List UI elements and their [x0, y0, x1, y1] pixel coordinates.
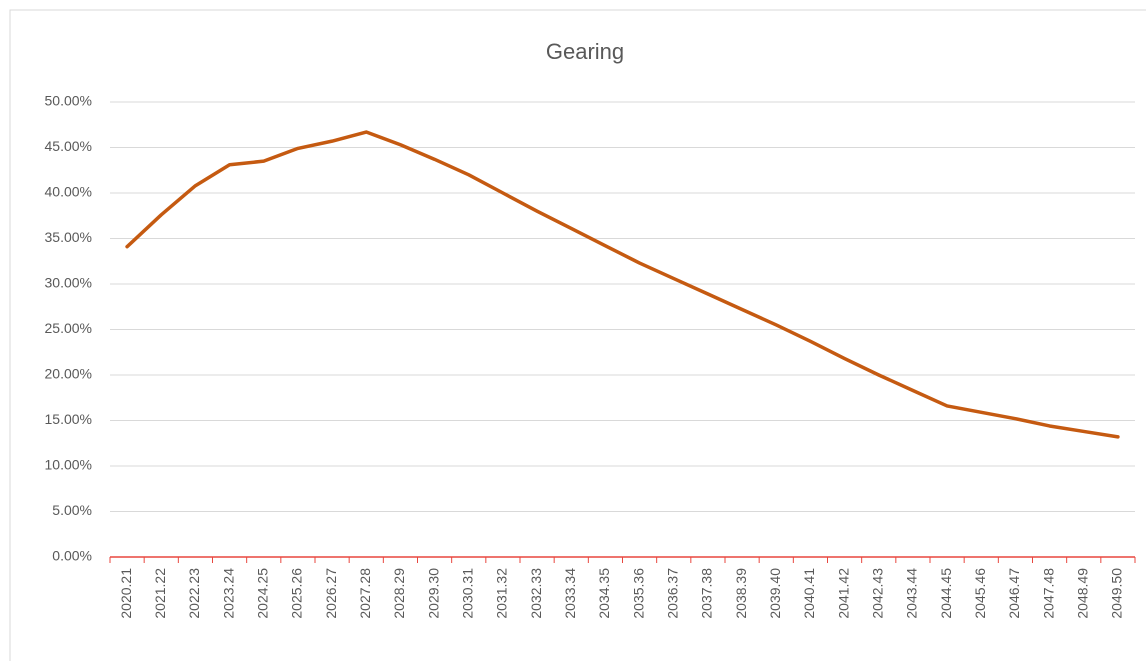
y-tick-label: 0.00% [52, 548, 92, 564]
y-tick-label: 45.00% [45, 138, 92, 154]
x-tick-label: 2036.37 [664, 568, 680, 619]
x-tick-label: 2045.46 [972, 568, 988, 619]
chart-title: Gearing [546, 39, 624, 64]
y-tick-label: 15.00% [45, 411, 92, 427]
x-tick-label: 2038.39 [733, 568, 749, 619]
y-tick-label: 30.00% [45, 275, 92, 291]
y-tick-label: 40.00% [45, 184, 92, 200]
x-tick-label: 2032.33 [528, 568, 544, 619]
x-tick-label: 2026.27 [323, 568, 339, 619]
line-series [125, 130, 1120, 439]
x-tick-label: 2028.29 [391, 568, 407, 619]
x-tick-label: 2033.34 [562, 568, 578, 619]
x-tick-label: 2040.41 [801, 568, 817, 619]
y-tick-label: 5.00% [52, 502, 92, 518]
x-tick-label: 2037.38 [699, 568, 715, 619]
x-tick-label: 2047.48 [1040, 568, 1056, 619]
x-tick-label: 2043.44 [904, 568, 920, 619]
y-tick-label: 25.00% [45, 320, 92, 336]
x-tick-label: 2049.50 [1109, 568, 1125, 619]
x-tick-label: 2048.49 [1074, 568, 1090, 619]
y-tick-label: 10.00% [45, 457, 92, 473]
x-tick-label: 2041.42 [835, 568, 851, 619]
x-tick-label: 2042.43 [869, 568, 885, 619]
x-tick-label: 2030.31 [459, 568, 475, 619]
y-tick-label: 35.00% [45, 229, 92, 245]
y-tick-label: 50.00% [45, 93, 92, 109]
x-tick-label: 2027.28 [357, 568, 373, 619]
x-tick-label: 2046.47 [1006, 568, 1022, 619]
chart-frame [9, 9, 1146, 661]
x-tick-label: 2023.24 [220, 568, 236, 619]
x-tick-label: 2044.45 [938, 568, 954, 619]
x-tick-label: 2024.25 [254, 568, 270, 619]
x-tick-label: 2034.35 [596, 568, 612, 619]
x-tick-label: 2031.32 [494, 568, 510, 619]
x-tick-label: 2039.40 [767, 568, 783, 619]
x-tick-label: 2022.23 [186, 568, 202, 619]
x-tick-label: 2021.22 [152, 568, 168, 619]
x-tick-label: 2029.30 [425, 568, 441, 619]
x-tick-label: 2025.26 [289, 568, 305, 619]
x-tick-label: 2020.21 [118, 568, 134, 619]
x-tick-label: 2035.36 [630, 568, 646, 619]
y-tick-label: 20.00% [45, 366, 92, 382]
